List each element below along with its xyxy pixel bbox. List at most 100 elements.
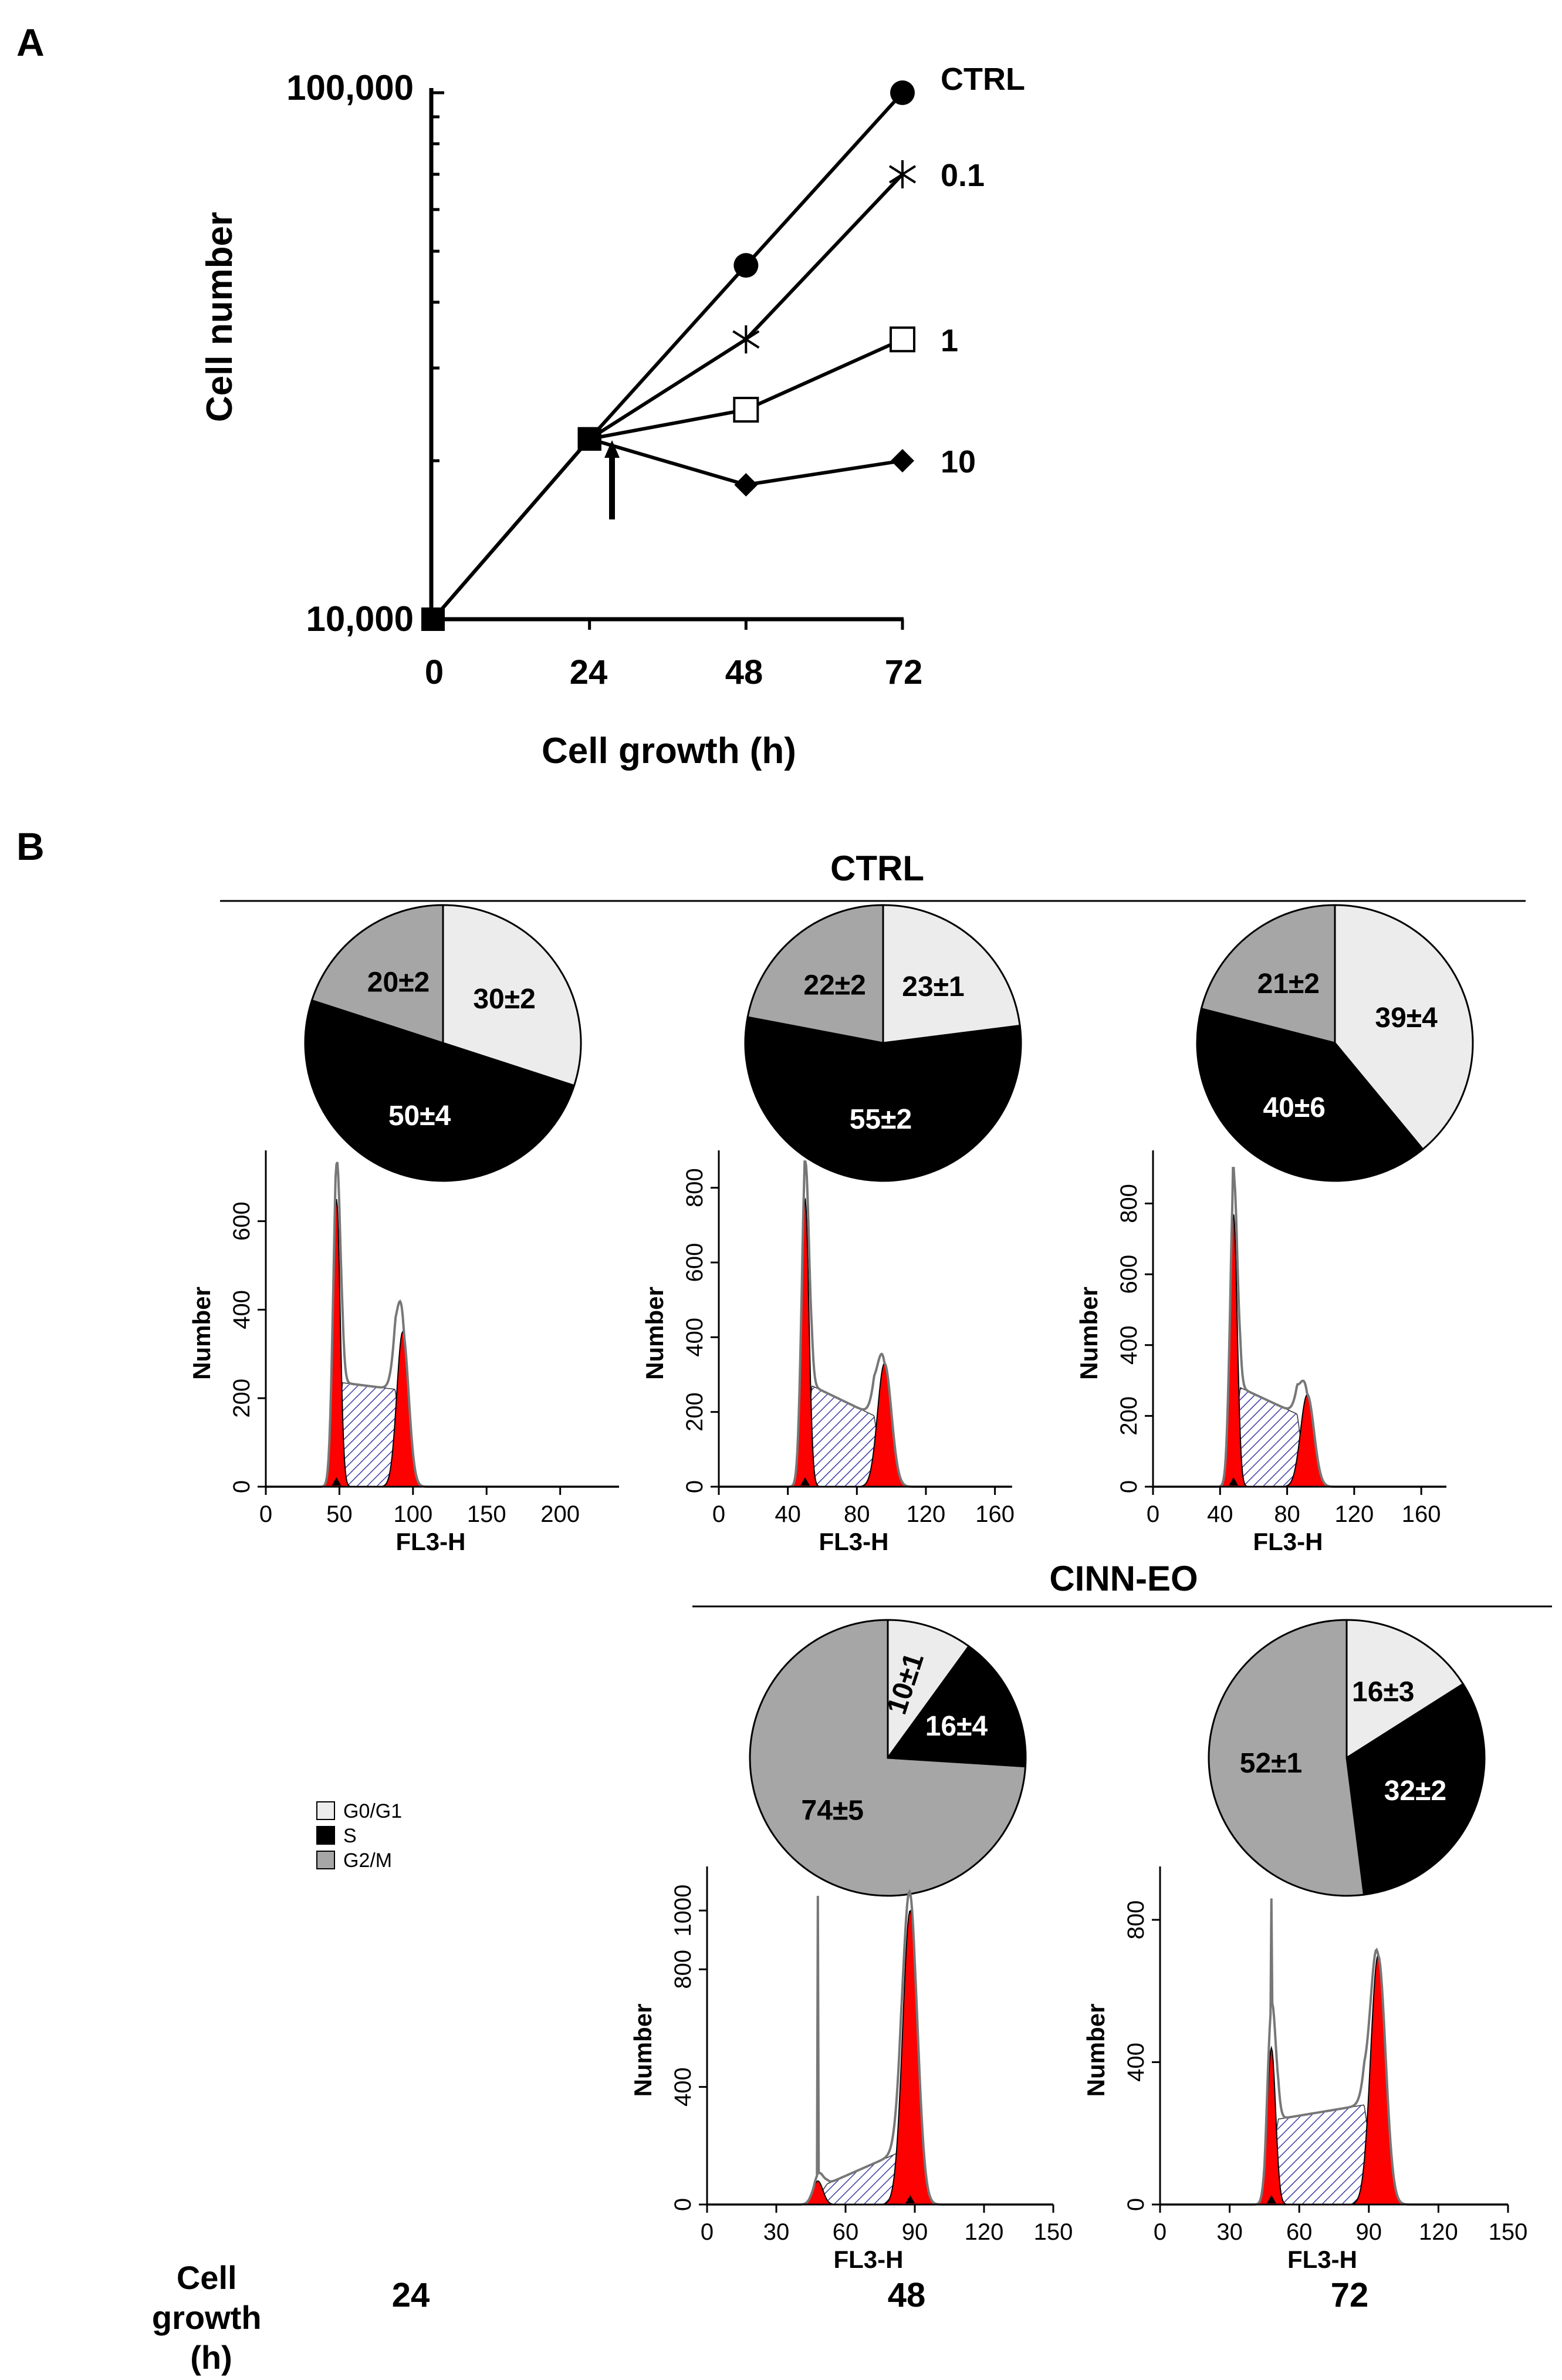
time-axis-labels: Cell growth (h) 24 48 72: [152, 2259, 1368, 2376]
pie-slice-g0g1: [1334, 904, 1474, 1151]
growth-x-tick-72: 72: [885, 653, 923, 691]
histogram-envelope: [707, 1889, 1053, 2206]
histogram-x-tick-label: 90: [1356, 2219, 1382, 2245]
histogram-x-tick-label: 0: [259, 1501, 272, 1527]
growth-point: [732, 325, 760, 354]
pie-label: 21±2: [1257, 968, 1320, 1000]
histogram-x-tick-label: 120: [965, 2219, 1004, 2245]
growth-series-1: 1: [421, 323, 958, 631]
growth-y-label: Cell number: [200, 212, 240, 422]
time-axis-title: Cell growth (h): [152, 2259, 271, 2376]
pie-label: 23±1: [902, 971, 964, 1002]
growth-point: [888, 160, 917, 188]
pie-slice-g2m: [310, 904, 444, 1045]
histogram-x-tick-label: 150: [467, 1501, 506, 1527]
histogram-y-tick-label: 600: [1116, 1255, 1142, 1294]
growth-x-tick-24: 24: [570, 653, 608, 691]
phase-legend: G0/G1 S G2/M: [316, 1800, 402, 1872]
histogram-envelope: [266, 1162, 619, 1488]
pie-label: 20±2: [367, 967, 430, 998]
pie-slice-s: [1196, 1007, 1424, 1182]
histogram-y-label: Number: [641, 1287, 668, 1380]
pie-label: 52±1: [1240, 1748, 1302, 1779]
pie-label: 16±3: [1352, 1677, 1414, 1708]
legend-swatch-g2m: [316, 1851, 335, 1869]
growth-point: [577, 427, 601, 451]
pie-slice-g0g1: [1345, 1619, 1465, 1760]
growth-x-tick-0: 0: [425, 653, 444, 691]
histogram-ctrl-72: 0 40 80 120 160 0 200 400 600 800 FL3-H Number: [1075, 1150, 1446, 1555]
histogram-x-tick-label: 160: [1402, 1501, 1441, 1527]
histogram-x-tick-label: 80: [1274, 1501, 1300, 1527]
growth-point: [421, 607, 445, 631]
histogram-x-tick-label: 60: [833, 2219, 859, 2245]
histogram-marker: [332, 1477, 342, 1486]
legend-label-s: S: [343, 1825, 357, 1847]
histogram-y-tick-label: 0: [682, 1480, 708, 1493]
histogram-x-tick-label: 160: [975, 1501, 1015, 1527]
histogram-s-phase-area: [719, 1385, 1012, 1487]
growth-series-CTRL: CTRL: [421, 62, 1025, 631]
histogram-x-tick-label: 50: [326, 1501, 353, 1527]
histogram-x-tick-label: 80: [844, 1501, 870, 1527]
pie-slice-g2m: [1208, 1619, 1365, 1897]
histogram-x-tick-label: 60: [1286, 2219, 1313, 2245]
panel-label-a: A: [16, 21, 45, 64]
pie-ctrl-72: 39±4 40±6 21±2: [1196, 904, 1474, 1182]
pie-ctrl-24: 30±2 50±4 20±2: [304, 904, 582, 1182]
histogram-y-tick-label: 1000: [670, 1885, 696, 1937]
histogram-x-tick-label: 150: [1489, 2219, 1528, 2245]
growth-series-0-1: 0.1: [421, 158, 985, 631]
histogram-y-label: Number: [1075, 1287, 1103, 1380]
histogram-x-tick-label: 30: [1216, 2219, 1243, 2245]
growth-line-0-1: [431, 173, 904, 620]
histogram-x-tick-label: 0: [1154, 2219, 1167, 2245]
histogram-y-tick-label: 200: [682, 1392, 708, 1432]
ctrl-group-title: CTRL: [830, 849, 924, 888]
pie-slice-g0g1: [887, 1619, 971, 1761]
histogram-y-tick-label: 200: [229, 1379, 255, 1418]
histogram-y-tick-label: 0: [1116, 1480, 1142, 1493]
histogram-y-tick-label: 800: [1116, 1184, 1142, 1223]
histogram-x-tick-label: 120: [1334, 1501, 1374, 1527]
pie-label: 39±4: [1375, 1002, 1438, 1034]
histogram-y-label: Number: [188, 1287, 215, 1380]
histogram-y-tick-label: 400: [682, 1318, 708, 1357]
pie-slice-s: [304, 999, 576, 1182]
pie-label: 55±2: [850, 1104, 912, 1135]
histogram-y-tick-label: 0: [229, 1480, 255, 1493]
histogram-y-tick-label: 800: [1123, 1900, 1149, 1940]
histogram-ctrl-24: 0 50 100 150 200 0 200 400 600 FL3-H Number: [188, 1150, 619, 1555]
growth-chart: 100,000 10,000 0 24 48 72 Cell growth (h…: [200, 62, 1025, 771]
pie-cinneo-72: 16±3 32±2 52±1: [1208, 1619, 1486, 1897]
time-label-72: 72: [1331, 2276, 1369, 2314]
histogram-s-phase-area: [266, 1382, 619, 1487]
pie-label: 40±6: [1263, 1092, 1326, 1123]
histogram-x-tick-label: 200: [540, 1501, 580, 1527]
histogram-y-tick-label: 600: [229, 1201, 255, 1241]
pie-label: 30±2: [473, 984, 535, 1015]
histogram-y-tick-label: 800: [670, 1950, 696, 1989]
histogram-x-tick-label: 40: [775, 1501, 801, 1527]
histogram-x-tick-label: 90: [902, 2219, 928, 2245]
histogram-marker: [1229, 1477, 1239, 1486]
histogram-y-tick-label: 600: [682, 1243, 708, 1282]
histogram-cinneo-72: 0 30 60 90 120 150 0 400 800 FL3-H Number: [1082, 1866, 1527, 2273]
pie-ctrl-48: 23±1 55±2 22±2: [744, 904, 1022, 1182]
time-label-48: 48: [888, 2276, 926, 2314]
growth-line-1: [431, 337, 904, 620]
growth-point: [734, 473, 758, 497]
treatment-arrow: [604, 440, 620, 519]
histogram-x-label: FL3-H: [834, 2246, 904, 2273]
pie-slice-s: [1345, 1683, 1486, 1896]
growth-series-10: 10: [421, 427, 976, 631]
histogram-y-label: Number: [629, 2004, 657, 2097]
pie-charts: 30±250±420±2 23±155±222±239±440±621±210±1…: [304, 904, 1486, 1897]
histogram-y-tick-label: 400: [1116, 1325, 1142, 1365]
histogram-x-tick-label: 30: [763, 2219, 790, 2245]
histogram-x-tick-label: 0: [712, 1501, 725, 1527]
pie-slice-g2m: [749, 1619, 1027, 1897]
legend-swatch-g0g1: [316, 1801, 335, 1820]
